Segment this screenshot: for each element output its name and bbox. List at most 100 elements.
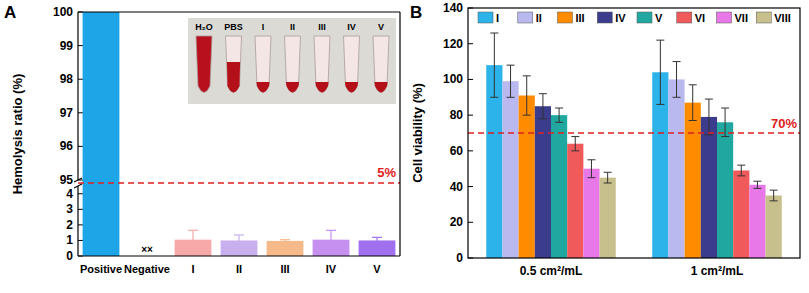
x-tick-label: Negative [124,263,170,275]
y-tick [78,146,83,147]
inset-tube [255,36,271,93]
data-label: ×× [141,244,153,255]
error-cap [604,172,612,173]
legend-swatch [518,12,533,23]
error-cap [555,108,563,109]
error-line [692,85,693,121]
error-cap [705,134,713,135]
panel-label: B [410,3,422,22]
error-bar [372,237,382,243]
legend-swatch [677,12,692,23]
legend-swatch [597,12,612,23]
legend-label: VII [735,12,748,24]
error-cap [656,104,664,105]
error-line [330,230,331,249]
y-tick [78,79,83,80]
error-cap [188,248,198,249]
axis-break [74,184,82,188]
y-axis-label: Hemolysis ratio (%) [10,74,25,195]
y-tick-label: 80 [450,108,464,122]
error-cap [326,248,336,249]
error-line [676,62,677,98]
error-cap [523,115,531,116]
error-cap [737,175,745,176]
plot-area [486,33,781,258]
error-line [607,172,608,183]
error-cap [372,237,382,238]
y-tick-label: 99 [60,39,74,53]
y-tick [468,150,473,151]
error-cap [753,181,761,182]
error-line [542,94,543,119]
y-axis [77,186,78,256]
error-cap [587,177,595,178]
error-cap [571,136,579,137]
legend-swatch [558,12,573,23]
inset-pellet [315,82,328,93]
inset-tube [196,36,212,93]
y-tick-label: 4 [66,187,73,201]
error-cap [234,245,244,246]
error-cap [507,97,515,98]
error-cap [490,97,498,98]
error-cap [490,33,498,34]
error-cap [188,230,198,231]
inset-label: I [262,22,265,32]
x-tick-label: 0.5 cm²/mL [520,264,583,278]
error-cap [523,75,531,76]
legend-swatch [637,12,652,23]
bar [685,103,701,258]
y-tick-label: 0 [456,251,463,265]
y-tick-label: 1 [66,233,73,247]
y-tick-label: 40 [450,180,464,194]
error-bar [326,230,336,249]
y-tick-label: 96 [60,139,74,153]
error-cap [587,159,595,160]
error-bar [507,65,515,97]
bar [267,241,304,256]
bar [749,185,765,258]
legend-label: VIII [774,12,791,24]
inset-tube [226,36,242,93]
error-bar [234,235,244,246]
y-tick [78,240,83,241]
inset-pellet [286,82,299,93]
x-tick-label: Positive [80,263,122,275]
inset-label: III [318,22,326,32]
error-line [376,237,377,243]
x-tick-label: III [280,263,289,275]
error-bar [689,85,697,121]
error-cap [721,136,729,137]
error-line [757,181,758,188]
frame [468,8,800,258]
error-cap [753,188,761,189]
error-cap [604,183,612,184]
y-tick-label: 98 [60,72,74,86]
error-bar [673,62,681,98]
inset-label: H₂O [195,22,213,32]
error-line [741,165,742,176]
y-tick-label: 3 [66,202,73,216]
legend-swatch [478,12,493,23]
error-cap [507,65,515,66]
y-axis-label: Cell viability (%) [410,83,425,183]
frame [399,12,400,256]
error-line [773,190,774,201]
error-line [708,99,709,135]
y-tick-label: 20 [450,215,464,229]
error-line [559,108,560,122]
inset-pellet [345,82,358,93]
plot-area [83,12,396,256]
axis-break [74,178,82,182]
inset-label: V [378,22,384,32]
error-cap [372,243,382,244]
error-cap [673,97,681,98]
error-line [660,40,661,104]
error-cap [539,93,547,94]
y-tick [468,115,473,116]
x-tick-label: II [236,263,242,275]
error-bar [188,230,198,249]
y-tick [78,112,83,113]
error-bar [280,240,290,242]
y-tick-label: 100 [443,72,463,86]
